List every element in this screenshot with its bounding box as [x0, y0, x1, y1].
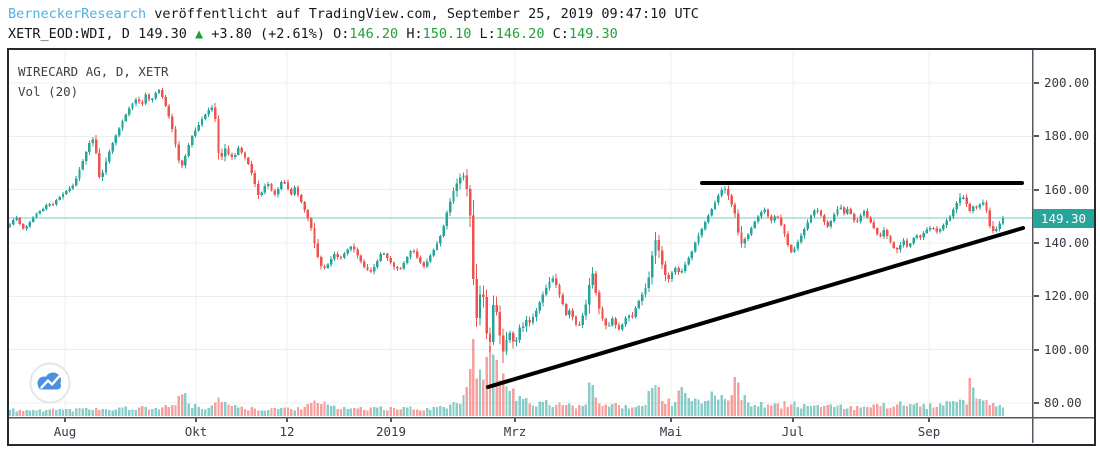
- price-axis-label: 160.00: [1044, 181, 1090, 197]
- price-axis-label: 100.00: [1044, 341, 1090, 357]
- candlestick-chart-canvas[interactable]: [9, 50, 1095, 443]
- price-axis[interactable]: 149.30 200.00 180.00 160.00 140.00 120.00 100…: [1033, 50, 1094, 417]
- cloud-trend-icon: [37, 372, 61, 390]
- chart-frame: [7, 48, 1096, 446]
- volume-bars: [9, 338, 1005, 416]
- high-value: 150.10: [422, 26, 472, 42]
- price-tick: [1034, 82, 1039, 84]
- price-tick: [1034, 402, 1039, 404]
- time-axis-label: 2019: [375, 424, 407, 439]
- symbol-name: XETR_EOD:WDI,: [8, 26, 114, 42]
- trendlines: [486, 181, 1025, 389]
- up-arrow-icon: ▲: [194, 26, 204, 42]
- trendline-support: [486, 226, 1025, 389]
- price-axis-label: 200.00: [1044, 75, 1090, 90]
- published-text: veröffentlicht auf TradingView.com, Sept…: [146, 6, 699, 22]
- pane-separators: [9, 50, 1094, 443]
- tradingview-logo[interactable]: [29, 362, 71, 404]
- time-tick: [390, 418, 392, 422]
- low-value: 146.20: [495, 26, 545, 42]
- time-axis-label: Okt: [184, 424, 208, 439]
- time-axis-label: Mrz: [503, 424, 527, 439]
- time-tick: [286, 418, 288, 422]
- open-value: 146.20: [349, 26, 399, 42]
- time-axis-label: Jul: [781, 424, 805, 439]
- time-tick: [64, 418, 66, 422]
- time-tick: [514, 418, 516, 422]
- last-price-label: 149.30: [1033, 209, 1094, 228]
- high-label: H:: [398, 26, 423, 42]
- time-axis-label: Sep: [917, 424, 941, 439]
- price-tick: [1034, 348, 1039, 351]
- time-tick: [792, 418, 794, 422]
- price-change: +3.80 (+2.61%): [203, 26, 334, 42]
- price-axis-label: 140.00: [1044, 235, 1090, 250]
- close-label: C:: [544, 26, 569, 42]
- low-label: L:: [471, 26, 496, 42]
- last-price: 149.30: [138, 26, 195, 42]
- interval: D: [113, 26, 139, 42]
- author-link[interactable]: BerneckerResearch: [8, 6, 147, 22]
- chart-legend: WIRECARD AG, D, XETR Vol (20): [18, 62, 169, 102]
- time-tick: [670, 418, 672, 422]
- attribution-line: BerneckerResearch veröffentlicht auf Tra…: [8, 6, 699, 22]
- grid-lines: [9, 50, 1032, 417]
- price-axis-label: 80.00: [1044, 395, 1082, 410]
- open-label: O:: [333, 26, 350, 42]
- time-tick: [928, 418, 930, 422]
- time-axis-label: Mai: [659, 424, 683, 439]
- symbol-ohlc-line: XETR_EOD:WDI, D 149.30 ▲ +3.80 (+2.61%) …: [8, 26, 618, 42]
- time-tick: [195, 418, 197, 422]
- time-axis-label: 12: [279, 424, 295, 439]
- close-value: 149.30: [568, 26, 618, 42]
- time-axis-label: Aug: [53, 424, 77, 439]
- volume-indicator-label: Vol (20): [18, 84, 79, 99]
- price-tick: [1034, 188, 1039, 191]
- time-axis[interactable]: Aug Okt 12 2019 Mrz Mai Jul Sep: [9, 418, 1032, 443]
- price-tick: [1034, 135, 1039, 138]
- candles: [9, 87, 1005, 364]
- price-tick: [1034, 295, 1039, 298]
- price-axis-label: 180.00: [1044, 128, 1090, 144]
- price-tick: [1034, 242, 1039, 244]
- price-axis-label: 120.00: [1044, 288, 1090, 304]
- symbol-title: WIRECARD AG, D, XETR: [18, 64, 169, 79]
